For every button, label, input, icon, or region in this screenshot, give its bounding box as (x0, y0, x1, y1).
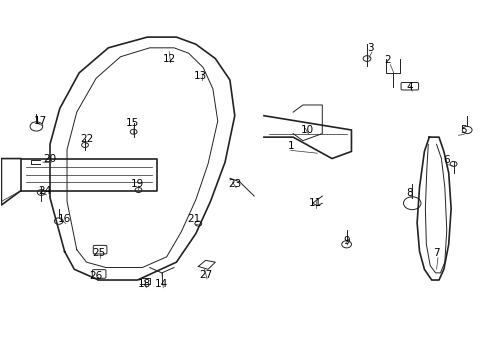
Text: 6: 6 (442, 156, 448, 165)
Text: 5: 5 (459, 125, 466, 135)
Text: 20: 20 (43, 154, 57, 163)
Text: 2: 2 (384, 55, 390, 65)
Text: 27: 27 (199, 270, 212, 280)
Text: 1: 1 (287, 141, 293, 151)
Text: 24: 24 (39, 186, 52, 196)
Text: 21: 21 (186, 214, 200, 224)
Text: 12: 12 (162, 54, 175, 64)
Text: 26: 26 (89, 271, 102, 282)
Text: 3: 3 (367, 43, 373, 53)
Text: 11: 11 (308, 198, 321, 208)
Text: 10: 10 (301, 125, 314, 135)
Text: 9: 9 (343, 236, 349, 246)
Text: 8: 8 (406, 188, 412, 198)
Text: 14: 14 (155, 279, 168, 289)
Text: 13: 13 (194, 71, 207, 81)
Text: 16: 16 (58, 214, 71, 224)
Text: 19: 19 (131, 179, 144, 189)
Text: 4: 4 (406, 82, 412, 92)
Text: 7: 7 (432, 248, 439, 258)
Text: 17: 17 (34, 116, 47, 126)
Text: 25: 25 (92, 248, 105, 258)
Text: 23: 23 (228, 179, 241, 189)
Text: 18: 18 (138, 279, 151, 289)
Text: 15: 15 (126, 118, 139, 128)
Text: 22: 22 (80, 134, 93, 144)
